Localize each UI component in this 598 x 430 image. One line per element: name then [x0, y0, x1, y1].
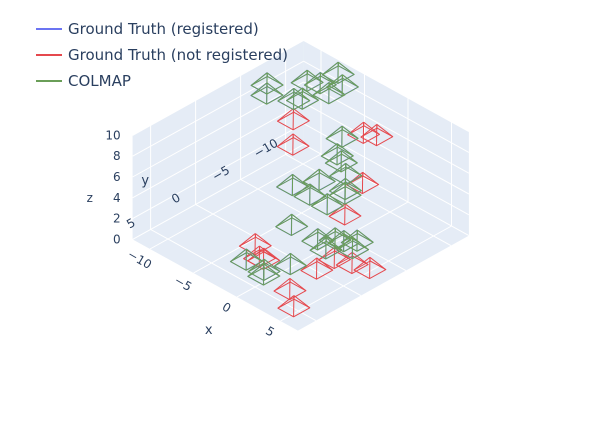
z-tick-label: 8: [113, 149, 121, 163]
gridline-y-floor: [195, 203, 362, 297]
gridline-y-floor: [240, 178, 407, 272]
legend-label-registered: Ground Truth (registered): [68, 20, 259, 38]
camera-colmap[interactable]: [301, 228, 335, 251]
gridline-z-wall-x: [132, 102, 304, 199]
gridline-z-wall-x: [132, 60, 304, 157]
gridline-z-wall-x: [132, 123, 304, 220]
camera-colmap[interactable]: [247, 263, 281, 286]
z-tick-label: 0: [113, 232, 121, 246]
gridline-x-floor: [149, 153, 322, 250]
camera-colmap[interactable]: [321, 61, 355, 84]
camera-not-registered[interactable]: [277, 295, 311, 318]
gridline-z-wall-x: [132, 39, 304, 136]
floor: [132, 144, 469, 331]
camera-colmap[interactable]: [230, 248, 263, 271]
gridline-x-floor: [236, 201, 409, 298]
camera-not-registered[interactable]: [276, 133, 310, 156]
gridlines: [132, 39, 470, 322]
legend-swatch-colmap: [36, 80, 62, 82]
z-tick-label: 2: [113, 212, 121, 226]
gridline-z-wall-y: [303, 60, 470, 153]
gridline-x-floor: [280, 225, 452, 322]
legend-label-colmap: COLMAP: [68, 72, 131, 90]
legend: Ground Truth (registered) Ground Truth (…: [36, 16, 288, 94]
camera-colmap[interactable]: [277, 88, 311, 111]
floor-plane: [132, 144, 469, 331]
camera-colmap[interactable]: [336, 237, 370, 260]
camera-not-registered[interactable]: [353, 256, 387, 280]
gridline-z-wall-y: [303, 123, 470, 216]
camera-colmap[interactable]: [311, 193, 344, 216]
x-tick-label: 5: [263, 324, 277, 340]
legend-item-not-registered[interactable]: Ground Truth (not registered): [36, 42, 288, 68]
z-tick-label: 6: [113, 170, 121, 184]
legend-swatch-registered: [36, 28, 62, 30]
x-tick-label: −5: [172, 273, 194, 294]
camera-colmap[interactable]: [328, 182, 362, 205]
camera-colmap[interactable]: [325, 150, 358, 173]
gridline-y-floor: [285, 153, 452, 247]
camera-colmap[interactable]: [320, 143, 354, 166]
camera-colmap[interactable]: [312, 82, 346, 105]
gridline-z-wall-x: [132, 143, 304, 240]
camera-colmap[interactable]: [274, 253, 307, 276]
legend-item-registered[interactable]: Ground Truth (registered): [36, 16, 288, 42]
camera-colmap[interactable]: [276, 174, 310, 197]
camera-not-registered[interactable]: [273, 278, 307, 301]
y-axis-label: y: [141, 173, 149, 188]
x-axis-label: x: [205, 323, 213, 338]
gridline-z-wall-y: [303, 102, 470, 195]
legend-swatch-not-registered: [36, 54, 62, 56]
camera-colmap[interactable]: [275, 213, 309, 236]
camera-colmap[interactable]: [340, 229, 374, 252]
gridline-z-wall-y: [303, 39, 470, 133]
gridline-y-floor: [150, 228, 317, 322]
z-tick-label: 10: [105, 128, 120, 142]
x-tick-label: −10: [125, 247, 154, 272]
camera-colmap[interactable]: [286, 87, 319, 110]
wall-y-min: [303, 40, 469, 236]
gridline-z-wall-x: [132, 81, 304, 178]
camera-colmap[interactable]: [250, 82, 284, 105]
camera-not-registered[interactable]: [277, 108, 310, 131]
z-axis-label: z: [87, 191, 93, 205]
camera-frustums: [229, 61, 394, 318]
x-tick-label: 0: [220, 300, 234, 316]
camera-not-registered[interactable]: [360, 124, 394, 147]
camera-colmap[interactable]: [309, 237, 343, 260]
gridline-z-wall-y: [303, 81, 470, 174]
legend-label-not-registered: Ground Truth (not registered): [68, 46, 289, 64]
z-tick-label: 4: [113, 191, 121, 205]
legend-item-colmap[interactable]: COLMAP: [36, 68, 288, 94]
